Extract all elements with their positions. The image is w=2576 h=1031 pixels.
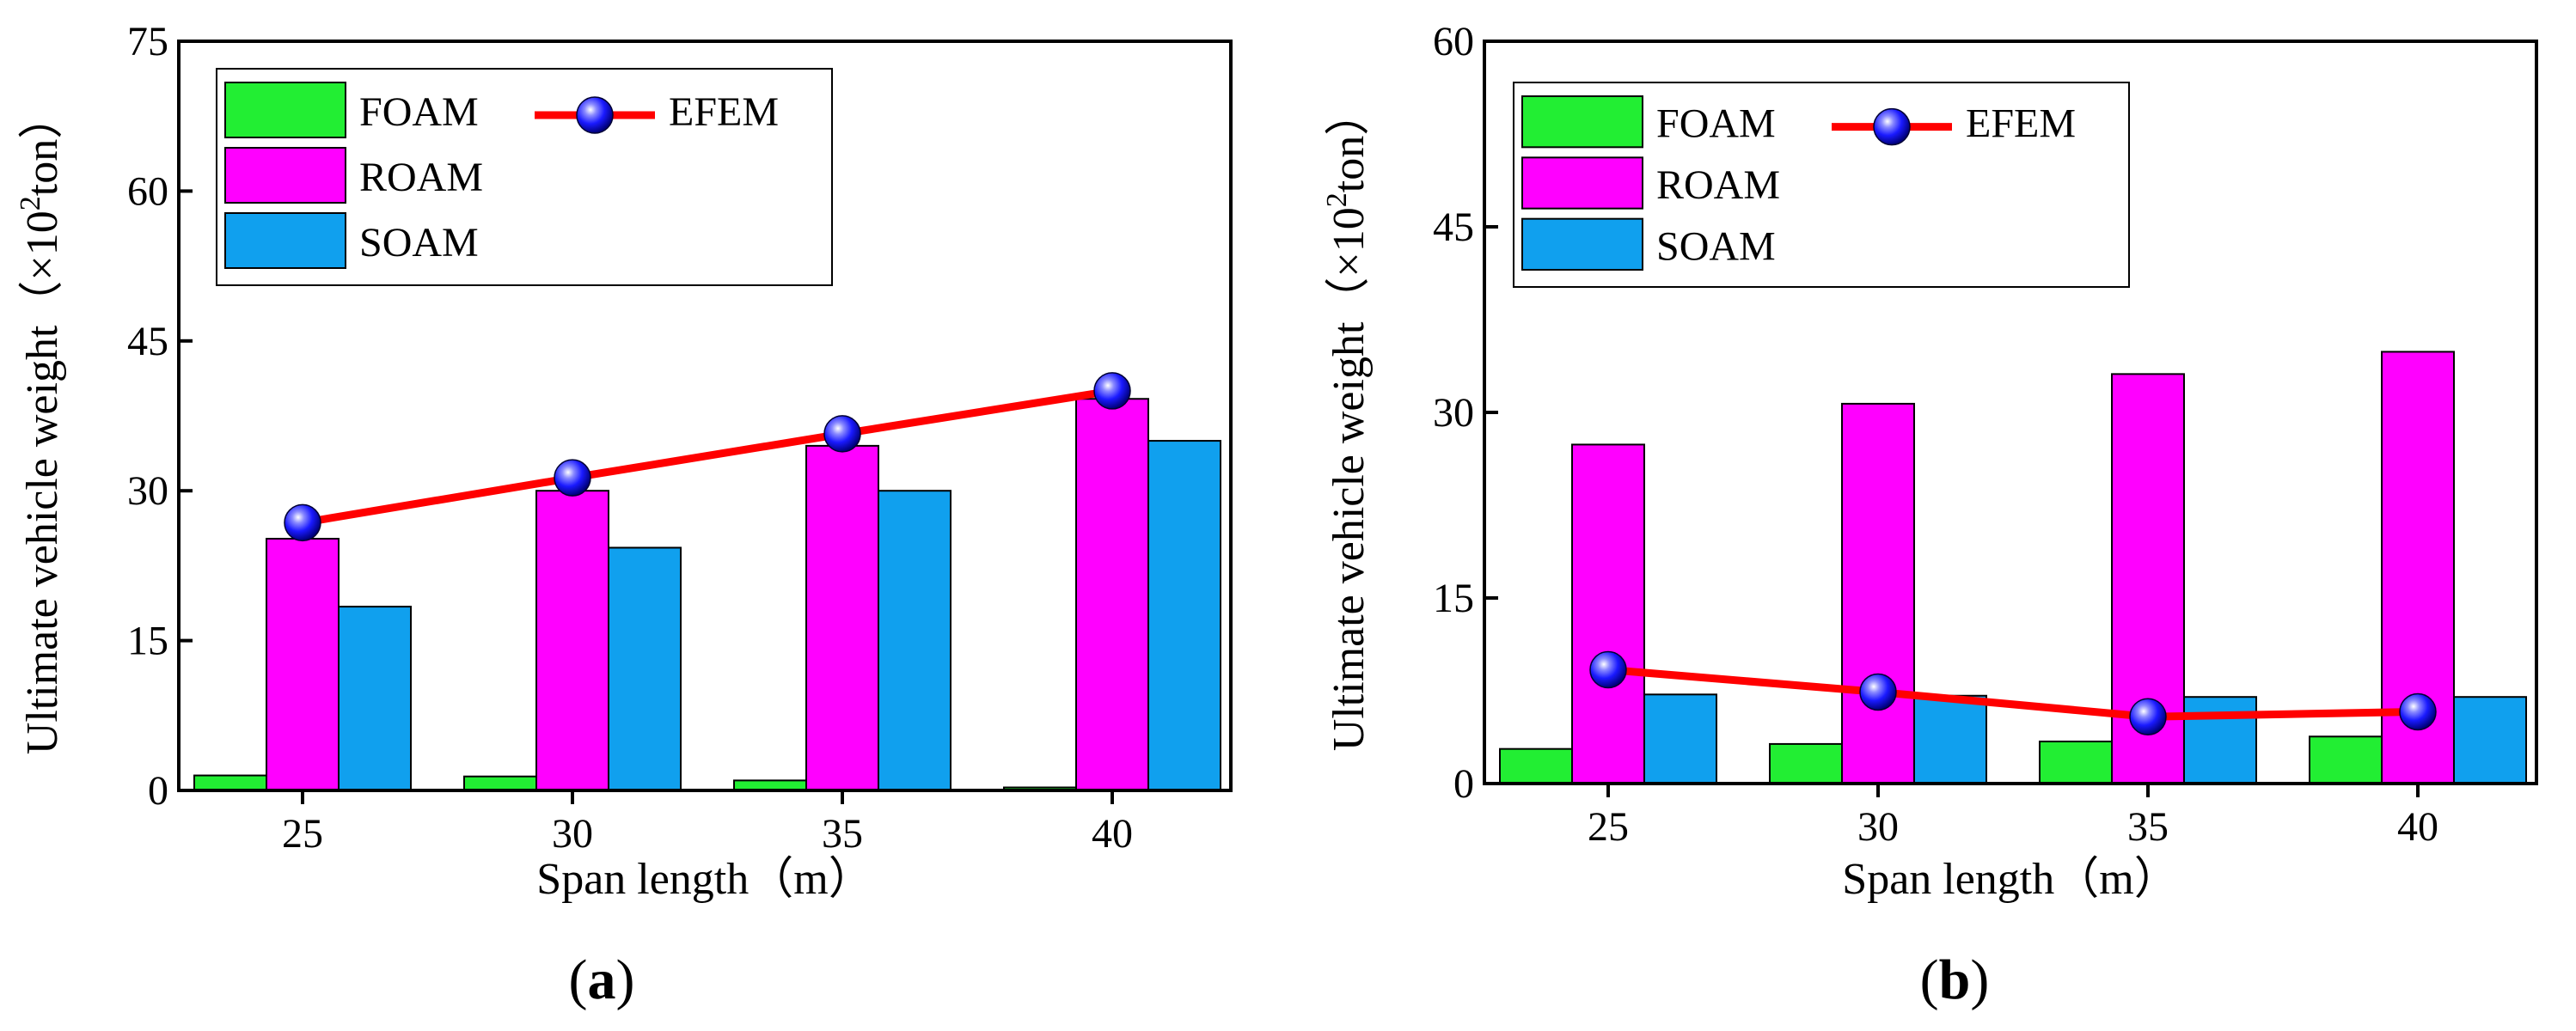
panel-label-letter: b xyxy=(1939,949,1971,1011)
legend-label-foam: FOAM xyxy=(1656,101,1776,147)
y-tick-label-45: 45 xyxy=(127,319,168,364)
y-axis-title-prefix: Ultimate vehicle weight（×10 xyxy=(1325,207,1374,751)
legend: FOAM ROAM SOAM EFEM xyxy=(1513,82,2130,288)
legend-label-foam: FOAM xyxy=(359,89,479,135)
y-axis-title-prefix: Ultimate vehicle weight（×10 xyxy=(18,210,67,754)
line-efem xyxy=(302,387,1113,527)
panel-label-letter: a xyxy=(588,949,616,1011)
bar-soam-25 xyxy=(338,606,412,791)
legend-swatch-foam xyxy=(224,82,346,138)
y-tick-label-60: 60 xyxy=(127,168,168,214)
x-tick-label-30: 30 xyxy=(1857,804,1899,850)
marker-efem-25 xyxy=(284,503,321,542)
y-axis-title-exponent: 2 xyxy=(15,196,46,210)
y-axis-title-suffix: ton） xyxy=(18,95,67,196)
y-tick-label-15: 15 xyxy=(127,619,168,664)
y-tick-label-60: 60 xyxy=(1433,19,1474,64)
chart-panel-a: 0 15 30 45 60 75 25 30 35 40 Span length（m） Ultimat… xyxy=(15,19,1233,1011)
panel-label: (a) xyxy=(569,949,635,1011)
bar-foam-30 xyxy=(1769,742,1843,784)
y-axis-title: Ultimate vehicle weight（×102ton） xyxy=(15,95,67,754)
legend-label-roam: ROAM xyxy=(1656,162,1780,208)
legend-marker-efem xyxy=(576,96,614,134)
marker-efem-40 xyxy=(1093,372,1131,410)
bar-roam-25 xyxy=(1571,443,1645,784)
panel-label-close: ) xyxy=(1970,949,1989,1011)
bar-soam-40 xyxy=(1147,440,1221,791)
x-tick-label-25: 25 xyxy=(1588,804,1629,850)
bar-roam-30 xyxy=(535,490,609,791)
x-tick-label-40: 40 xyxy=(1092,811,1133,857)
x-axis-title: Span length（m） xyxy=(1842,855,2178,904)
panel-label-close: ) xyxy=(616,949,635,1011)
y-tick-label-30: 30 xyxy=(1433,390,1474,436)
legend-label-soam: SOAM xyxy=(1656,223,1776,269)
bar-roam-25 xyxy=(266,538,340,791)
bar-soam-30 xyxy=(1913,694,1987,785)
y-tick-label-15: 15 xyxy=(1433,576,1474,621)
plot-frame xyxy=(177,40,1233,792)
marker-efem-30 xyxy=(554,459,591,497)
bar-soam-30 xyxy=(608,546,682,791)
bar-foam-35 xyxy=(2039,741,2113,784)
x-tick-label-30: 30 xyxy=(552,811,593,857)
bar-soam-40 xyxy=(2453,696,2527,785)
legend-swatch-roam xyxy=(1521,156,1643,210)
chart-panel-b: 0 15 30 45 60 25 30 35 40 Span length（m） Ultimate … xyxy=(1321,19,2538,1011)
y-tick-label-0: 0 xyxy=(148,768,168,814)
marker-efem-40 xyxy=(2399,692,2437,731)
x-tick-label-35: 35 xyxy=(822,811,863,857)
legend-label-efem: EFEM xyxy=(1966,101,2076,147)
y-axis-title-exponent: 2 xyxy=(1321,192,1353,207)
bar-foam-25 xyxy=(193,774,267,791)
bar-roam-40 xyxy=(1075,398,1149,791)
legend-label-roam: ROAM xyxy=(359,155,483,200)
bar-roam-35 xyxy=(805,444,879,791)
legend: FOAM ROAM SOAM EFEM xyxy=(216,68,833,286)
legend-label-efem: EFEM xyxy=(669,89,779,135)
panel-label-open: ( xyxy=(569,949,588,1011)
x-tick-label-40: 40 xyxy=(2397,804,2438,850)
x-tick-label-25: 25 xyxy=(282,811,323,857)
x-axis-title: Span length（m） xyxy=(536,855,872,904)
legend-swatch-soam xyxy=(224,212,346,269)
bar-foam-30 xyxy=(463,775,537,791)
y-tick-label-30: 30 xyxy=(127,468,168,514)
y-tick-label-0: 0 xyxy=(1453,761,1474,807)
bar-roam-30 xyxy=(1841,402,1915,784)
marker-efem-35 xyxy=(2129,698,2167,735)
bar-foam-40 xyxy=(2309,735,2383,785)
legend-swatch-foam xyxy=(1521,95,1643,149)
marker-efem-30 xyxy=(1859,673,1897,711)
bar-foam-25 xyxy=(1499,747,1573,784)
legend-marker-efem xyxy=(1873,107,1911,146)
bar-soam-35 xyxy=(2183,696,2257,785)
legend-swatch-soam xyxy=(1521,217,1643,271)
line-efem xyxy=(1607,666,2419,721)
x-tick-label-35: 35 xyxy=(2127,804,2169,850)
legend-label-soam: SOAM xyxy=(359,220,479,265)
panel-label: (b) xyxy=(1920,949,1990,1011)
bar-soam-35 xyxy=(878,490,951,791)
legend-swatch-roam xyxy=(224,147,346,204)
marker-efem-35 xyxy=(823,415,861,453)
y-axis-title: Ultimate vehicle weight（×102ton） xyxy=(1321,91,1374,751)
y-tick-label-75: 75 xyxy=(127,19,168,64)
panel-label-open: ( xyxy=(1920,949,1939,1011)
y-tick-label-45: 45 xyxy=(1433,204,1474,250)
marker-efem-25 xyxy=(1589,650,1627,689)
y-axis-title-suffix: ton） xyxy=(1325,91,1374,192)
bar-soam-25 xyxy=(1643,693,1717,785)
